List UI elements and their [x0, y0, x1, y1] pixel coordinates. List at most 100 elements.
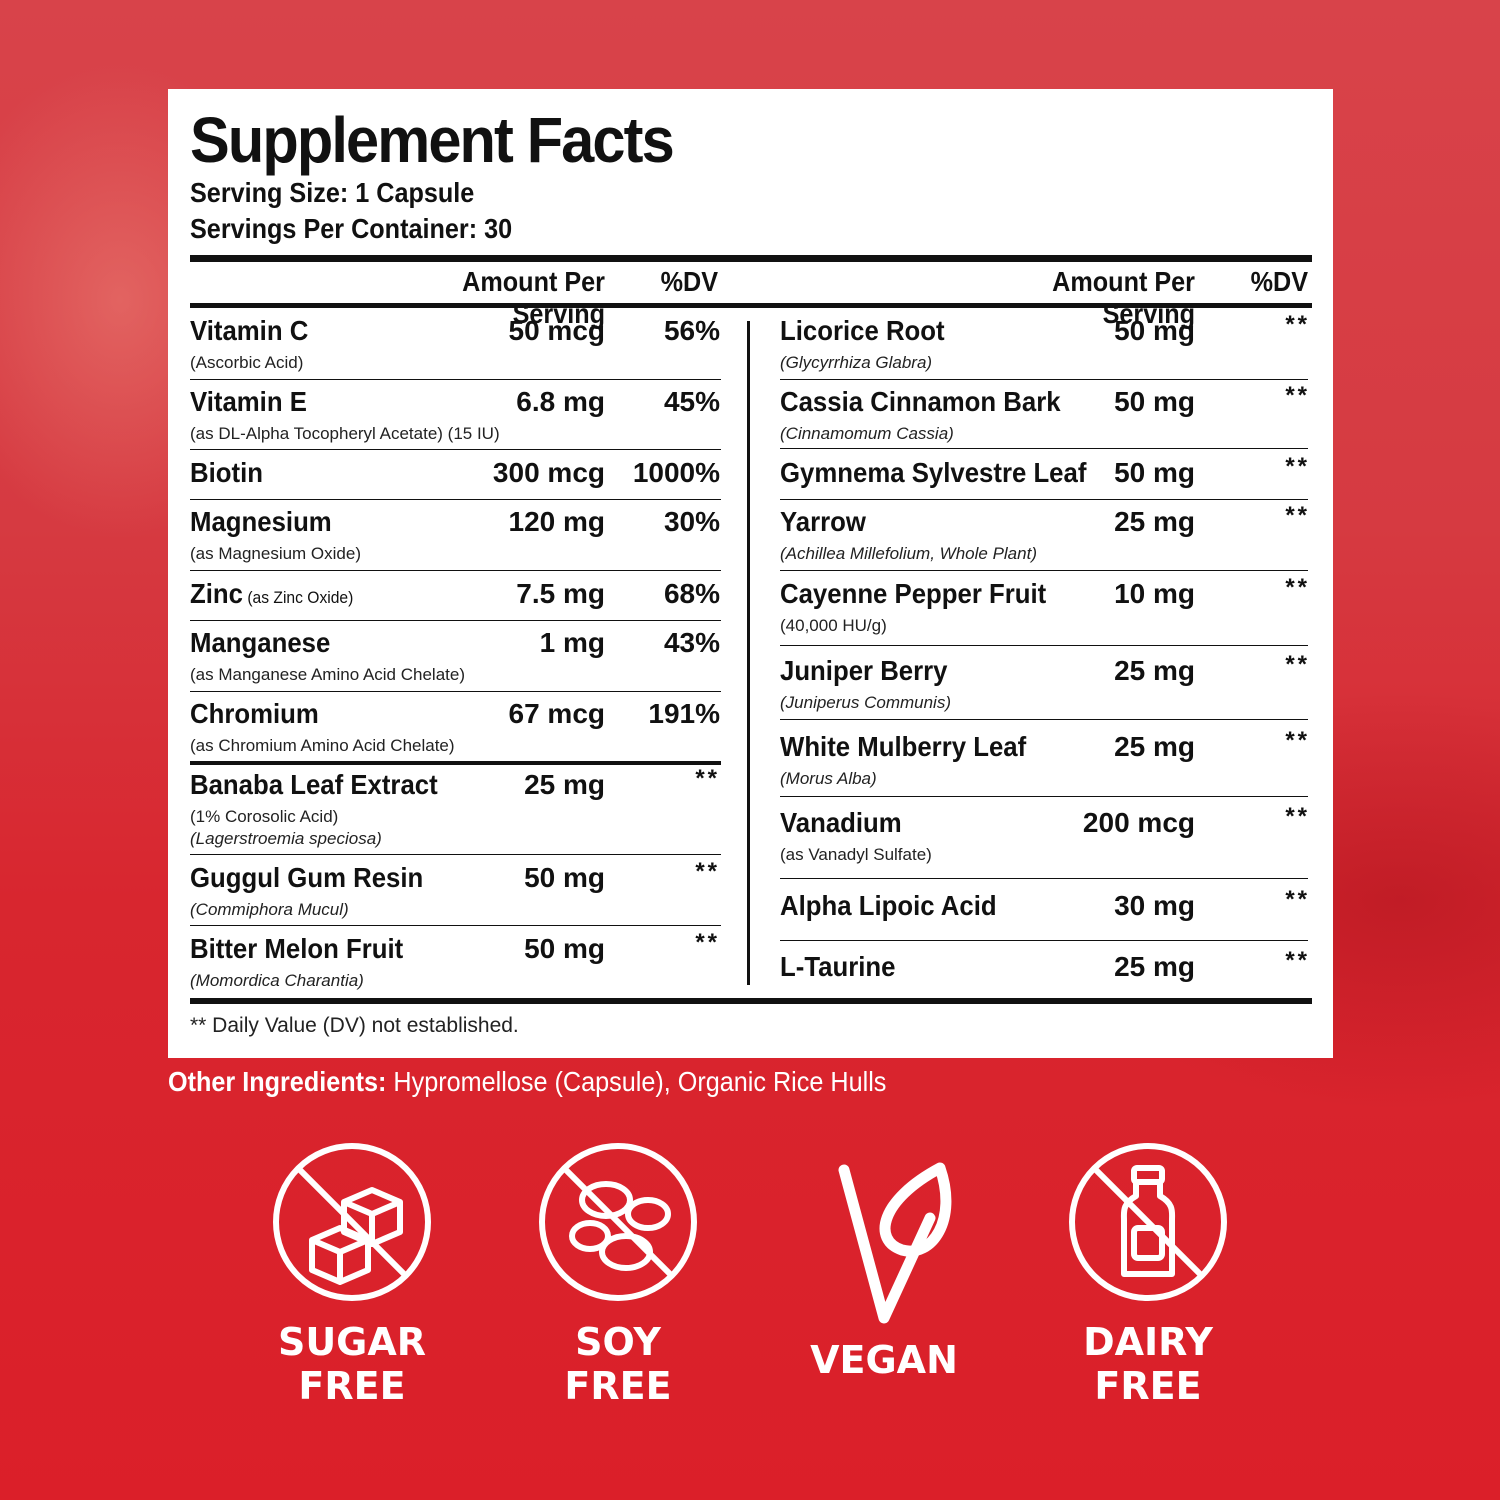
- ingredient-name: Biotin: [190, 457, 263, 488]
- ingredient-daily-value: **: [1285, 651, 1310, 678]
- ingredient-daily-value: 43%: [663, 627, 720, 658]
- ingredient-row: Magnesium (as Magnesium Oxide) 120 mg 30%: [190, 506, 720, 566]
- ingredient-name: Bitter Melon Fruit: [190, 933, 404, 964]
- ingredient-row: Licorice Root (Glycyrrhiza Glabra) 50 mg **: [780, 311, 1310, 375]
- ingredient-amount: 30 mg: [1114, 890, 1195, 921]
- ingredient-name: Banaba Leaf Extract: [190, 769, 438, 800]
- sugar-free-badge: SUGAR FREE: [252, 1140, 452, 1408]
- ingredient-row: Cassia Cinnamon Bark (Cinnamomum Cassia) 5…: [780, 382, 1310, 446]
- row-separator: [190, 499, 721, 500]
- ingredient-amount: 25 mg: [1114, 951, 1195, 982]
- ingredient-amount: 67 mcg: [508, 698, 606, 729]
- ingredient-row: Chromium (as Chromium Amino Acid Chelate)…: [190, 698, 720, 758]
- row-separator: [190, 620, 721, 621]
- ingredient-amount: 50 mcg: [508, 315, 606, 346]
- ingredient-amount: 50 mg: [524, 862, 605, 893]
- column-divider: [747, 321, 750, 985]
- ingredient-amount: 10 mg: [1114, 578, 1195, 609]
- ingredient-source: (40,000 HU/g): [780, 616, 887, 635]
- ingredient-amount: 120 mg: [508, 506, 606, 537]
- ingredient-daily-value: **: [695, 765, 720, 792]
- ingredient-amount: 50 mg: [524, 933, 605, 964]
- milk-bottle-icon: [1069, 1143, 1227, 1301]
- row-separator: [190, 449, 721, 450]
- ingredient-amount: 6.8 mg: [516, 386, 605, 417]
- soy-free-badge: SOY FREE: [518, 1140, 718, 1408]
- ingredient-amount: 7.5 mg: [516, 578, 605, 609]
- ingredient-name: Magnesium: [190, 506, 332, 537]
- other-ingredients-label: Other Ingredients:: [168, 1066, 387, 1097]
- sugar-free-label: SUGAR FREE: [277, 1320, 427, 1408]
- ingredient-row: L-Taurine 25 mg **: [780, 947, 1310, 1011]
- right-dv-header: %DV: [1250, 266, 1308, 297]
- ingredient-source: (as Zinc Oxide): [247, 588, 354, 607]
- row-separator: [190, 570, 721, 571]
- ingredient-source: (as Vanadyl Sulfate): [780, 845, 932, 864]
- ingredient-row: Cayenne Pepper Fruit (40,000 HU/g) 10 mg **: [780, 574, 1310, 638]
- row-separator: [190, 925, 721, 926]
- row-separator: [780, 940, 1308, 941]
- footnote: ** Daily Value (DV) not established.: [190, 1014, 519, 1037]
- ingredient-name: Chromium: [190, 698, 319, 729]
- row-separator: [780, 570, 1308, 571]
- ingredient-amount: 300 mcg: [492, 457, 605, 488]
- dairy-free-badge: DAIRY FREE: [1048, 1140, 1248, 1408]
- ingredient-source: (Achillea Millefolium, Whole Plant): [780, 544, 1037, 563]
- row-separator: [780, 499, 1308, 500]
- ingredient-source: (Juniperus Communis): [780, 693, 951, 712]
- ingredient-name: L-Taurine: [780, 951, 896, 982]
- ingredient-row: Guggul Gum Resin (Commiphora Mucul) 50 mg *…: [190, 858, 720, 922]
- soy-free-label: SOY FREE: [564, 1320, 672, 1408]
- ingredient-daily-value: 191%: [648, 698, 720, 729]
- vegan-label: VEGAN: [810, 1338, 958, 1382]
- ingredient-row: Vitamin C (Ascorbic Acid) 50 mcg 56%: [190, 315, 720, 375]
- ingredient-amount: 25 mg: [1114, 655, 1195, 686]
- ingredient-amount: 25 mg: [1114, 506, 1195, 537]
- ingredient-name: Vitamin C: [190, 315, 309, 346]
- ingredient-daily-value: **: [1285, 803, 1310, 830]
- ingredient-source: (as Manganese Amino Acid Chelate): [190, 665, 465, 684]
- ingredient-row: Bitter Melon Fruit (Momordica Charantia) 5…: [190, 929, 720, 993]
- ingredient-daily-value: **: [1285, 947, 1310, 974]
- ingredient-daily-value: 56%: [663, 315, 720, 346]
- ingredient-source: (Ascorbic Acid): [190, 353, 304, 372]
- ingredient-name: Yarrow: [780, 506, 866, 537]
- ingredient-row: Banaba Leaf Extract (1% Corosolic Acid) (L…: [190, 765, 720, 848]
- ingredient-daily-value: 45%: [663, 386, 720, 417]
- ingredient-name: Cassia Cinnamon Bark: [780, 386, 1061, 417]
- ingredient-name: Vanadium: [780, 807, 902, 838]
- ingredient-daily-value: **: [1285, 311, 1310, 338]
- ingredient-daily-value: 68%: [663, 578, 720, 609]
- ingredient-daily-value: **: [1285, 382, 1310, 409]
- other-ingredients-value: Hypromellose (Capsule), Organic Rice Hul…: [386, 1066, 887, 1097]
- row-separator: [190, 854, 721, 855]
- ingredient-row: Biotin 300 mcg 1000%: [190, 457, 720, 517]
- ingredient-source: (Commiphora Mucul): [190, 900, 349, 919]
- soybean-icon: [539, 1143, 697, 1301]
- supplement-facts-panel: Supplement Facts Serving Size: 1 Capsule…: [168, 89, 1333, 1058]
- ingredient-source: (as DL-Alpha Tocopheryl Acetate) (15 IU): [190, 424, 500, 443]
- header-rule: [190, 303, 1312, 308]
- ingredient-name: White Mulberry Leaf: [780, 731, 1027, 762]
- ingredient-daily-value: **: [695, 858, 720, 885]
- ingredient-source: (Glycyrrhiza Glabra): [780, 353, 933, 372]
- dairy-free-label: DAIRY FREE: [1083, 1320, 1213, 1408]
- ingredient-daily-value: 30%: [663, 506, 720, 537]
- ingredient-source: (as Chromium Amino Acid Chelate): [190, 736, 455, 755]
- ingredient-daily-value: 1000%: [632, 457, 720, 488]
- ingredient-row: Vitamin E (as DL-Alpha Tocopheryl Acetate…: [190, 386, 720, 446]
- ingredient-name: Vitamin E: [190, 386, 307, 417]
- ingredient-name: Cayenne Pepper Fruit: [780, 578, 1047, 609]
- ingredient-daily-value: **: [1285, 886, 1310, 913]
- ingredient-source: (Momordica Charantia): [190, 971, 364, 990]
- ingredient-daily-value: **: [1285, 453, 1310, 480]
- ingredient-amount: 50 mg: [1114, 386, 1195, 417]
- ingredient-name: Gymnema Sylvestre Leaf: [780, 457, 1087, 488]
- ingredient-amount: 200 mcg: [1082, 807, 1195, 838]
- row-separator: [190, 691, 721, 692]
- ingredient-name: Licorice Root: [780, 315, 945, 346]
- serving-size: Serving Size: 1 Capsule: [190, 177, 475, 208]
- bottom-thick-rule: [190, 998, 1312, 1004]
- ingredient-source: (Lagerstroemia speciosa): [190, 829, 382, 848]
- ingredient-source: (Morus Alba): [780, 769, 877, 788]
